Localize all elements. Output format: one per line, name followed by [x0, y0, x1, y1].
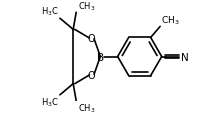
Text: H$_3$C: H$_3$C	[41, 96, 58, 108]
Text: H$_3$C: H$_3$C	[41, 6, 58, 18]
Text: CH$_3$: CH$_3$	[78, 0, 95, 12]
Text: CH$_3$: CH$_3$	[161, 14, 180, 26]
Text: B: B	[97, 52, 104, 62]
Text: O: O	[88, 70, 95, 80]
Text: CH$_3$: CH$_3$	[78, 102, 95, 114]
Text: O: O	[88, 34, 95, 44]
Text: N: N	[181, 52, 188, 62]
